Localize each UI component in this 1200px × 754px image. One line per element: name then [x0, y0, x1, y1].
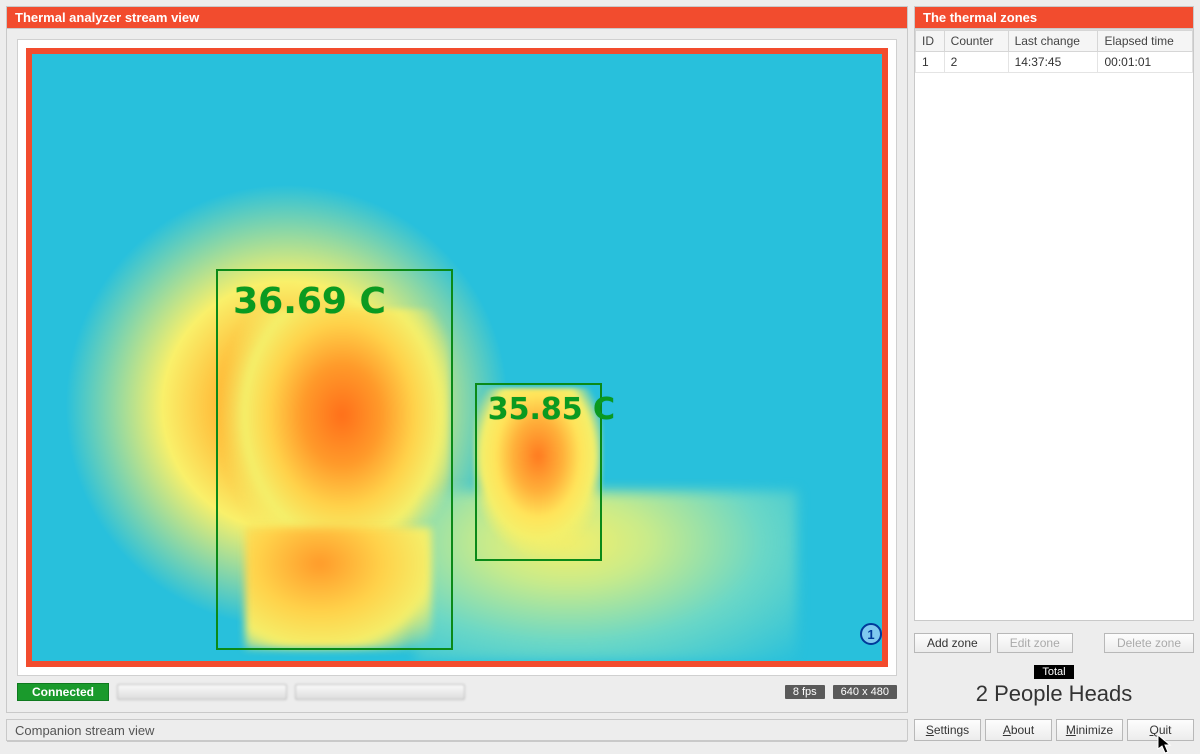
connection-status-badge: Connected: [17, 683, 109, 701]
cell-id: 1: [916, 52, 945, 73]
about-button[interactable]: About: [985, 719, 1052, 741]
resolution-badge: 640 x 480: [833, 685, 897, 699]
col-id[interactable]: ID: [916, 31, 945, 52]
zone-id-badge: 1: [860, 623, 882, 645]
companion-panel-title: Companion stream view: [7, 720, 907, 742]
edit-zone-button[interactable]: Edit zone: [997, 633, 1073, 653]
status-redacted-2: [295, 684, 465, 700]
thermal-image: [32, 54, 882, 661]
minimize-button[interactable]: Minimize: [1056, 719, 1123, 741]
add-zone-button[interactable]: Add zone: [914, 633, 991, 653]
summary-text: 2 People Heads: [914, 681, 1194, 707]
thermal-video[interactable]: 1 36.69 C 35.85 C: [17, 39, 897, 676]
summary-badge: Total: [1034, 665, 1073, 679]
status-bar: Connected 8 fps 640 x 480: [17, 682, 897, 702]
zones-panel-title: The thermal zones: [915, 7, 1193, 29]
detection-label-2: 35.85 C: [488, 392, 615, 427]
quit-button[interactable]: Quit: [1127, 719, 1194, 741]
fps-badge: 8 fps: [785, 685, 825, 699]
zones-panel: The thermal zones ID Counter Last change…: [914, 6, 1194, 621]
zones-table-header: ID Counter Last change Elapsed time: [916, 31, 1193, 52]
cell-last_change: 14:37:45: [1008, 52, 1098, 73]
companion-panel: Companion stream view: [6, 719, 908, 741]
col-counter[interactable]: Counter: [944, 31, 1008, 52]
col-last-change[interactable]: Last change: [1008, 31, 1098, 52]
summary-block: Total 2 People Heads: [914, 659, 1194, 709]
col-elapsed[interactable]: Elapsed time: [1098, 31, 1193, 52]
delete-zone-button[interactable]: Delete zone: [1104, 633, 1194, 653]
cell-elapsed: 00:01:01: [1098, 52, 1193, 73]
settings-button[interactable]: Settings: [914, 719, 981, 741]
status-redacted-1: [117, 684, 287, 700]
bottom-buttons-row: Settings About Minimize Quit: [914, 715, 1194, 741]
zone-buttons-row: Add zone Edit zone Delete zone: [914, 627, 1194, 653]
table-row[interactable]: 1214:37:4500:01:01: [916, 52, 1193, 73]
zones-table[interactable]: ID Counter Last change Elapsed time 1214…: [915, 30, 1193, 73]
detection-label-1: 36.69 C: [233, 281, 386, 322]
detection-box-1: [216, 269, 453, 650]
cell-counter: 2: [944, 52, 1008, 73]
stream-panel: Thermal analyzer stream view 1 36.69 C 35…: [6, 6, 908, 713]
stream-panel-title: Thermal analyzer stream view: [7, 7, 907, 29]
